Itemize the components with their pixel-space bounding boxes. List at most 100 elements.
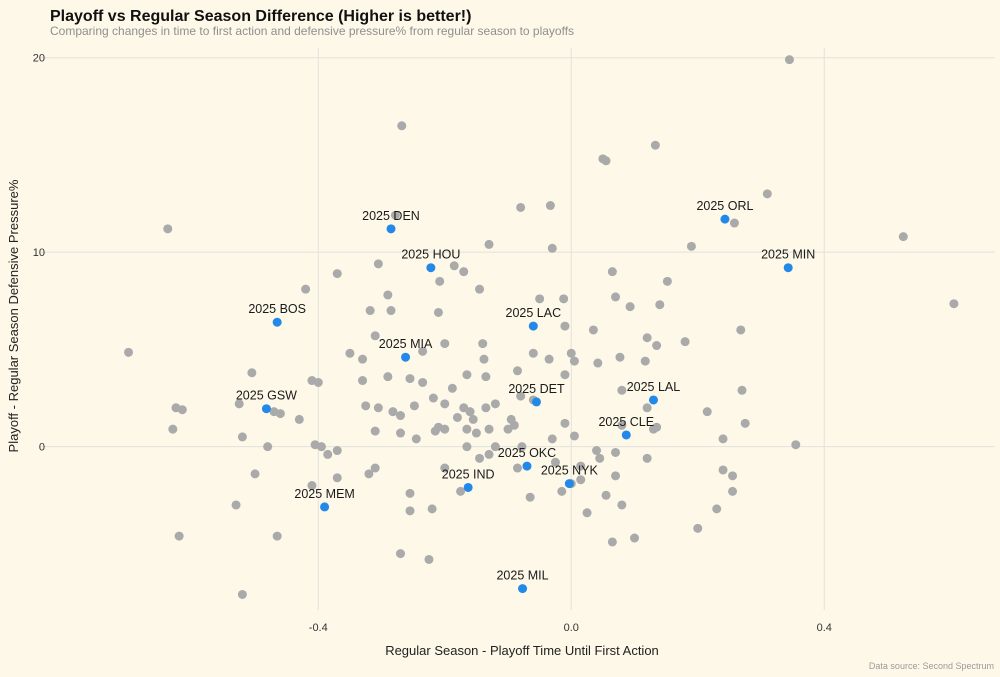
- team-point: [462, 424, 472, 434]
- chart-title: Playoff vs Regular Season Difference (Hi…: [50, 8, 471, 25]
- team-point: [383, 372, 393, 382]
- highlighted-team-point: [522, 461, 532, 471]
- team-point: [447, 383, 457, 393]
- team-point: [560, 370, 570, 380]
- team-point: [513, 463, 522, 473]
- team-point: [332, 473, 342, 483]
- team-point: [642, 333, 652, 343]
- team-point: [617, 500, 627, 510]
- x-tick-label: -0.4: [309, 622, 328, 634]
- team-point: [693, 523, 703, 533]
- highlighted-team-point: [386, 224, 396, 234]
- team-point: [484, 449, 494, 459]
- team-label: 2025 LAL: [627, 380, 681, 394]
- team-point: [784, 55, 794, 65]
- team-point: [652, 422, 662, 432]
- team-point: [559, 294, 569, 304]
- team-point: [468, 414, 478, 424]
- team-point: [611, 471, 621, 481]
- team-point: [475, 453, 485, 463]
- team-point: [370, 331, 380, 341]
- team-label: 2025 MIN: [761, 248, 815, 262]
- team-point: [607, 267, 617, 277]
- team-point: [332, 269, 342, 279]
- team-point: [471, 428, 481, 438]
- team-point: [642, 453, 652, 463]
- team-point: [370, 426, 380, 436]
- highlighted-team-point: [463, 482, 473, 492]
- team-point: [440, 424, 450, 434]
- team-label: 2025 DEN: [362, 209, 420, 223]
- highlighted-team-point: [518, 584, 528, 594]
- highlighted-team-point: [564, 479, 574, 489]
- team-point: [484, 424, 494, 434]
- highlighted-teams-labels: 2025 DEN 2025 HOU 2025 ORL 2025 MIN 2025 BOS…: [236, 199, 815, 582]
- y-tick-label: 0: [39, 442, 45, 454]
- team-point: [601, 156, 611, 166]
- team-label: 2025 CLE: [598, 415, 654, 429]
- team-point: [517, 442, 527, 452]
- team-point: [630, 533, 640, 543]
- team-point: [611, 447, 621, 457]
- team-point: [650, 140, 660, 150]
- y-tick-label: 20: [33, 53, 45, 65]
- team-point: [163, 224, 173, 234]
- team-point: [490, 442, 500, 452]
- other-teams-points: [124, 55, 959, 599]
- team-point: [294, 414, 304, 424]
- team-point: [418, 377, 428, 387]
- highlighted-team-point: [320, 502, 330, 512]
- x-tick-label: 0.0: [564, 622, 579, 634]
- team-point: [395, 549, 405, 559]
- team-label: 2025 DET: [508, 382, 565, 396]
- team-point: [440, 463, 450, 473]
- x-axis-title: Regular Season - Playoff Time Until Firs…: [385, 643, 659, 658]
- team-point: [484, 239, 494, 249]
- team-point: [592, 446, 602, 456]
- axis-ticks: -0.4 0.0 0.4 0 10 20: [33, 53, 832, 634]
- team-point: [479, 354, 489, 364]
- team-point: [791, 440, 801, 450]
- team-point: [430, 426, 440, 436]
- team-point: [462, 442, 472, 452]
- team-point: [625, 302, 635, 312]
- team-point: [452, 412, 462, 422]
- team-point: [535, 294, 545, 304]
- team-point: [560, 418, 570, 428]
- team-point: [370, 463, 380, 473]
- team-label: 2025 ORL: [696, 199, 753, 213]
- team-point: [595, 453, 605, 463]
- team-point: [560, 321, 570, 331]
- team-point: [361, 401, 371, 411]
- team-point: [736, 325, 746, 335]
- team-point: [435, 276, 445, 286]
- team-point: [237, 589, 247, 599]
- team-point: [588, 325, 598, 335]
- team-label: 2025 HOU: [401, 248, 460, 262]
- highlighted-team-point: [426, 263, 436, 273]
- team-label: 2025 NYK: [541, 464, 599, 478]
- team-point: [949, 299, 959, 309]
- team-point: [428, 393, 438, 403]
- team-point: [728, 471, 738, 481]
- team-point: [737, 385, 747, 395]
- highlighted-teams-points: [261, 214, 793, 594]
- highlighted-team-point: [528, 321, 538, 331]
- team-point: [427, 504, 437, 514]
- data-source-caption: Data source: Second Spectrum: [869, 661, 994, 671]
- team-label: 2025 BOS: [248, 302, 306, 316]
- team-point: [718, 434, 728, 444]
- team-point: [686, 241, 696, 251]
- team-point: [395, 411, 405, 421]
- team-point: [762, 189, 772, 199]
- team-point: [440, 339, 450, 349]
- team-point: [611, 292, 621, 302]
- team-point: [569, 356, 579, 366]
- team-point: [313, 377, 323, 387]
- team-point: [459, 267, 469, 277]
- team-point: [718, 465, 728, 475]
- team-point: [576, 475, 586, 485]
- team-point: [642, 403, 652, 413]
- team-point: [547, 434, 557, 444]
- team-point: [729, 218, 739, 228]
